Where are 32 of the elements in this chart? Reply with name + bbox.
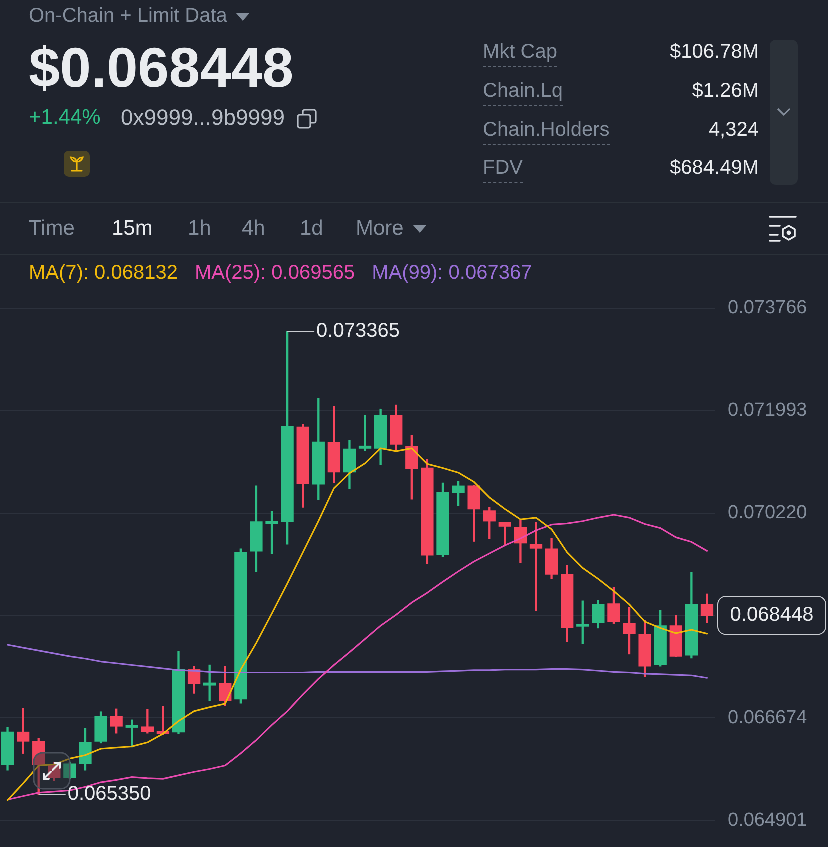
- candlestick: [530, 522, 543, 612]
- text: MA(7): 0.068132: [29, 262, 178, 285]
- text: 4h: [242, 217, 266, 240]
- text: MA(99): 0.067367: [372, 262, 532, 285]
- text: Chain.Holders: [483, 119, 610, 141]
- chart-title: On-Chain + Limit Data: [29, 5, 228, 27]
- y-tick-label: 0.070220: [728, 502, 808, 524]
- candlestick: [358, 415, 372, 452]
- text: 0.068448: [730, 604, 814, 626]
- annotation: 0.073365: [316, 320, 400, 342]
- y-tick-label: 0.066674: [728, 707, 808, 728]
- text: 15m: [112, 217, 153, 240]
- text: Mkt Cap: [483, 41, 558, 63]
- text: FDV: [483, 157, 523, 179]
- text: MA(25): 0.069565: [194, 262, 356, 285]
- candlestick: [16, 708, 30, 754]
- text: $684.49M: [670, 157, 759, 179]
- text: 1d: [300, 217, 324, 240]
- y-tick-label: 0.073766: [728, 298, 808, 319]
- text: 0x9999...9b9999: [121, 105, 285, 130]
- text: $0.068448: [29, 36, 294, 99]
- text: +1.44%: [29, 106, 101, 129]
- y-tick-label: 0.064901: [728, 810, 808, 831]
- text: $1.26M: [692, 80, 759, 102]
- text: $106.78M: [670, 41, 759, 63]
- text: More: [356, 217, 404, 240]
- text: 4,324: [708, 119, 759, 141]
- text: Time: [29, 217, 75, 240]
- annotation: 0.065350: [68, 783, 152, 806]
- text: Chain.Lq: [483, 80, 564, 102]
- y-tick-label: 0.071993: [728, 400, 808, 422]
- text: 1h: [188, 217, 212, 240]
